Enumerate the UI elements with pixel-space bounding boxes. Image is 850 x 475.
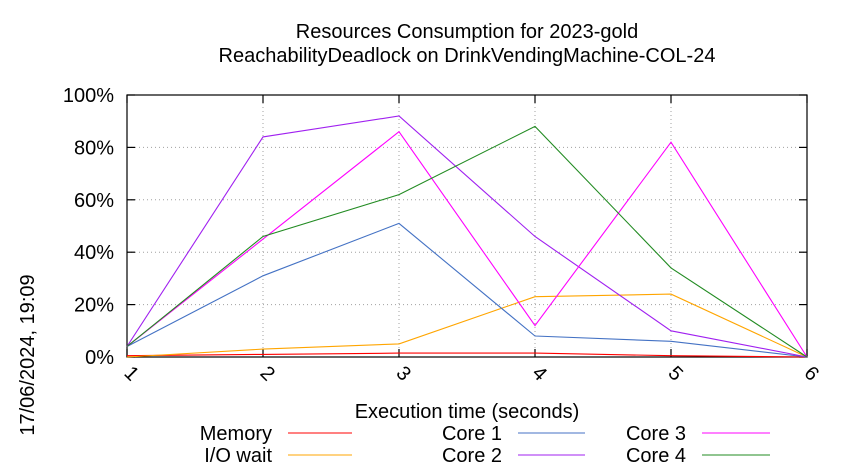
y-tick-label: 100% <box>63 85 114 107</box>
y-tick-label: 20% <box>74 295 114 317</box>
x-tick-label: 6 <box>800 362 823 385</box>
timestamp-label: 17/06/2024, 19:09 <box>17 274 39 435</box>
x-tick-label: 2 <box>256 362 279 385</box>
legend-label-i-o-wait: I/O wait <box>204 445 272 467</box>
plot-frame <box>126 94 808 358</box>
y-tick-label: 80% <box>74 137 114 159</box>
series-line-core-4 <box>126 125 808 358</box>
series-line-core-2 <box>126 115 808 358</box>
x-tick-label: 3 <box>392 362 415 385</box>
chart-title: Resources Consumption for 2023-gold <box>296 21 638 43</box>
legend-label-core-3: Core 3 <box>626 423 686 445</box>
series-line-core-1 <box>126 222 808 358</box>
chart-subtitle: ReachabilityDeadlock on DrinkVendingMach… <box>219 45 716 67</box>
grid-lines <box>126 94 808 358</box>
y-tick-label: 0% <box>85 347 114 369</box>
legend-label-core-2: Core 2 <box>442 445 502 467</box>
x-tick-label: 5 <box>664 362 687 385</box>
x-axis-label: Execution time (seconds) <box>355 401 580 423</box>
y-tick-label: 40% <box>74 242 114 264</box>
series-line-core-3 <box>126 130 808 358</box>
series-line-i-o-wait <box>126 293 808 358</box>
x-tick-label: 4 <box>528 362 551 385</box>
y-tick-label: 60% <box>74 190 114 212</box>
x-tick-labels: 1 2 3 4 5 6 <box>120 362 823 385</box>
legend-label-core-1: Core 1 <box>442 423 502 445</box>
series-lines <box>126 115 808 358</box>
legend-label-core-4: Core 4 <box>626 445 686 467</box>
x-tick-label: 1 <box>120 362 143 385</box>
legend-label-memory: Memory <box>200 423 272 445</box>
y-tick-labels: 0% 20% 40% 60% 80% 100% <box>63 85 114 369</box>
series-line-memory <box>126 352 808 358</box>
